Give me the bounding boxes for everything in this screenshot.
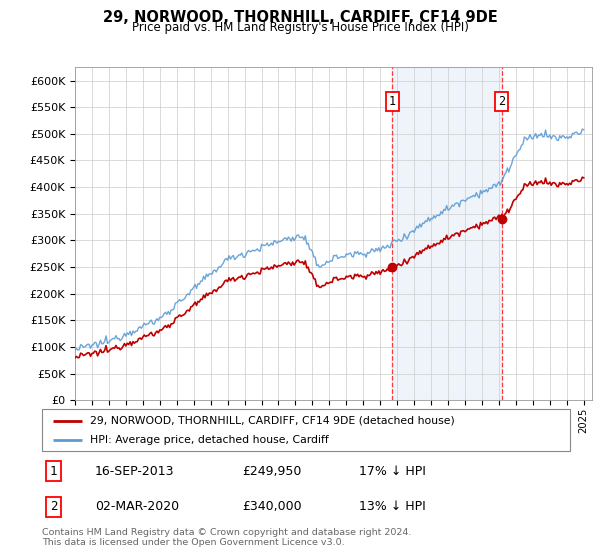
Bar — [392, 67, 502, 400]
Text: 17% ↓ HPI: 17% ↓ HPI — [359, 465, 425, 478]
Text: 2: 2 — [50, 500, 58, 514]
Text: 2: 2 — [498, 95, 505, 108]
Text: 29, NORWOOD, THORNHILL, CARDIFF, CF14 9DE (detached house): 29, NORWOOD, THORNHILL, CARDIFF, CF14 9D… — [89, 416, 454, 426]
Text: 1: 1 — [389, 95, 396, 108]
Text: Contains HM Land Registry data © Crown copyright and database right 2024.: Contains HM Land Registry data © Crown c… — [42, 528, 412, 536]
Text: 13% ↓ HPI: 13% ↓ HPI — [359, 500, 425, 514]
Text: £249,950: £249,950 — [242, 465, 302, 478]
Text: 16-SEP-2013: 16-SEP-2013 — [95, 465, 175, 478]
Text: HPI: Average price, detached house, Cardiff: HPI: Average price, detached house, Card… — [89, 435, 328, 445]
Text: 1: 1 — [50, 465, 58, 478]
Text: Price paid vs. HM Land Registry's House Price Index (HPI): Price paid vs. HM Land Registry's House … — [131, 21, 469, 34]
Text: This data is licensed under the Open Government Licence v3.0.: This data is licensed under the Open Gov… — [42, 538, 344, 547]
Text: £340,000: £340,000 — [242, 500, 302, 514]
Text: 29, NORWOOD, THORNHILL, CARDIFF, CF14 9DE: 29, NORWOOD, THORNHILL, CARDIFF, CF14 9D… — [103, 10, 497, 25]
FancyBboxPatch shape — [42, 409, 570, 451]
Text: 02-MAR-2020: 02-MAR-2020 — [95, 500, 179, 514]
